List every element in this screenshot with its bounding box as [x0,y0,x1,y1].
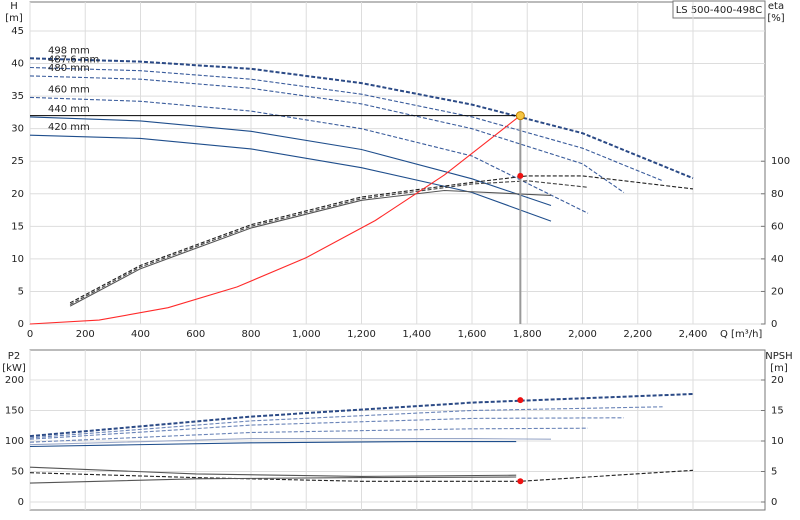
x-tick-label: 1,600 [458,329,487,340]
curve [29,116,552,207]
y-tick-label: 150 [5,406,24,417]
y-tick-label: 100 [5,436,24,447]
x-tick-label: 800 [241,329,260,340]
curve-label: 420 mm [48,122,90,133]
y-tick-label: 0 [18,319,24,330]
y-tick-label: 200 [5,375,24,386]
x-tick-label: 400 [131,329,150,340]
y2-tick-label: 40 [771,254,784,265]
y-tick-label: 45 [11,26,24,37]
y-label: H [10,1,18,12]
y2-tick-label: 15 [771,406,784,417]
y2-tick-label: 20 [771,286,784,297]
y2-unit: [%] [767,13,784,24]
curve [69,189,552,307]
y-tick-label: 0 [18,497,24,508]
curve [29,466,517,477]
x-tick-label: 600 [186,329,205,340]
x-tick-label: 2,000 [568,329,597,340]
y2-tick-label: 100 [771,156,790,167]
y-tick-label: 50 [11,467,24,478]
y-unit: [kW] [2,363,26,374]
y-tick-label: 30 [11,124,24,135]
x-tick-label: 1,200 [347,329,376,340]
curve-label: 460 mm [48,84,90,95]
operating-point [517,397,524,404]
curve [29,406,663,439]
title-box [672,0,766,19]
curve [29,75,625,193]
x-tick-label: 0 [27,329,33,340]
curve [69,175,694,304]
x-tick-label: 200 [76,329,95,340]
operating-point [517,478,524,485]
y-tick-label: 35 [11,91,24,102]
curve [29,417,624,440]
curve [29,438,552,446]
x-tick-label: 1,800 [513,329,542,340]
y-label: P2 [8,351,20,362]
x-tick-label: 1,400 [402,329,431,340]
y2-tick-label: 0 [771,497,777,508]
curve-label: 487.6 mm [48,54,99,65]
y-tick-label: 10 [11,254,24,265]
curve-label: 498 mm [48,45,90,56]
y2-tick-label: 60 [771,221,784,232]
curve [29,57,694,180]
curve-label: 440 mm [48,104,90,115]
curve [29,427,589,443]
chart-title: LS 500-400-498C [676,5,763,16]
y2-tick-label: 20 [771,375,784,386]
curve [29,441,517,448]
x-tick-label: 1,000 [292,329,321,340]
curve [69,180,589,305]
y-tick-label: 25 [11,156,24,167]
y-tick-label: 20 [11,189,24,200]
curve [29,393,694,438]
curve [29,469,694,482]
curve-label: 480 mm [48,63,90,74]
y-tick-label: 40 [11,59,24,70]
curve [29,66,663,182]
curve [29,476,517,484]
y2-tick-label: 5 [771,467,777,478]
operating-point [517,172,524,179]
x-label: Q [m³/h] [720,329,762,340]
curve [29,96,589,214]
operating-point [515,111,525,121]
x-tick-label: 2,200 [623,329,652,340]
y-tick-label: 15 [11,221,24,232]
x-tick-label: 2,400 [679,329,708,340]
y2-tick-label: 0 [771,319,777,330]
curve [29,115,521,325]
curve [29,134,552,222]
y2-unit: [m] [770,363,788,374]
y2-tick-label: 80 [771,189,784,200]
y-tick-label: 5 [18,286,24,297]
y-unit: [m] [5,13,23,24]
y2-label: NPSH [765,351,792,362]
y2-label: eta [768,1,784,12]
y2-tick-label: 10 [771,436,784,447]
